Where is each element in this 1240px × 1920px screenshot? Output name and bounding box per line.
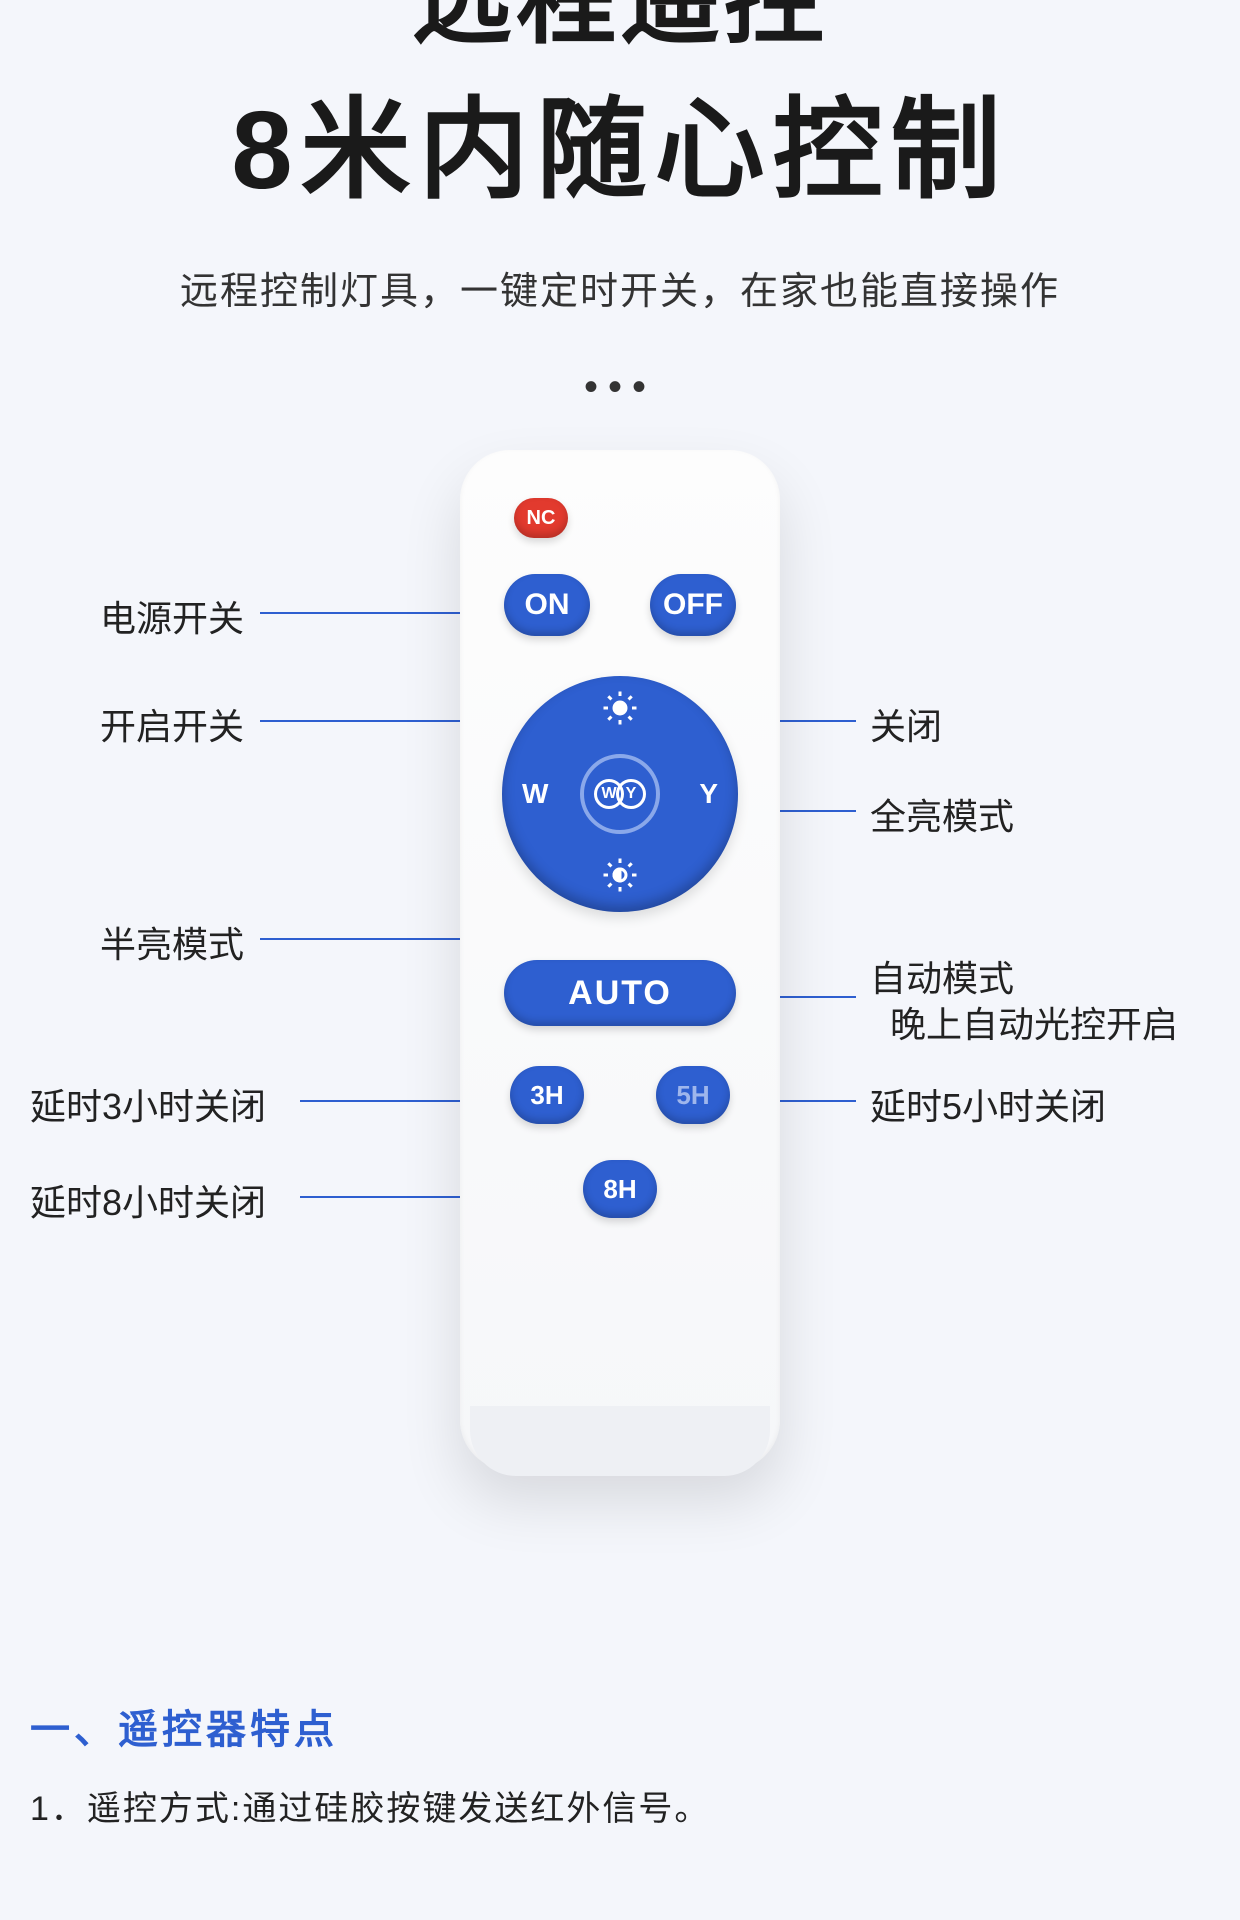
subtitle: 远程控制灯具，一键定时开关，在家也能直接操作 <box>0 260 1240 315</box>
w-button[interactable]: W <box>522 778 548 810</box>
timer-3h-button[interactable]: 3H <box>510 1066 584 1124</box>
wy-icon-y: Y <box>616 779 646 809</box>
off-button[interactable]: OFF <box>650 574 736 636</box>
callout-open: 开启开关 <box>100 698 244 750</box>
title-main: 8米内随心控制 <box>0 60 1240 220</box>
callout-half: 半亮模式 <box>100 916 244 968</box>
callout-power: 电源开关 <box>100 590 244 642</box>
callout-delay5: 延时5小时关闭 <box>870 1078 1106 1130</box>
callout-delay8: 延时8小时关闭 <box>30 1174 266 1226</box>
callout-delay3: 延时3小时关闭 <box>30 1078 266 1130</box>
footer-section: 一、遥控器特点 1．遥控方式:通过硅胶按键发送红外信号。 <box>30 1697 710 1830</box>
timer-5h-button[interactable]: 5H <box>656 1066 730 1124</box>
dots-divider: ••• <box>0 365 1240 410</box>
callout-close: 关闭 <box>870 698 942 750</box>
auto-button[interactable]: AUTO <box>504 960 736 1026</box>
leader-line <box>260 938 490 940</box>
footer-line-1: 1．遥控方式:通过硅胶按键发送红外信号。 <box>30 1781 710 1830</box>
wy-center-button[interactable]: W Y <box>580 754 660 834</box>
on-button[interactable]: ON <box>504 574 590 636</box>
remote-control: NC ON OFF W Y W Y <box>460 450 780 1470</box>
leader-line <box>260 720 490 722</box>
callout-auto2: 晚上自动光控开启 <box>890 996 1178 1048</box>
callout-full: 全亮模式 <box>870 788 1014 840</box>
title-partial: 远程遥控 <box>0 0 1240 50</box>
brightness-up-icon[interactable] <box>602 690 638 731</box>
dpad: W Y W Y <box>502 676 738 912</box>
callout-auto1: 自动模式 <box>870 950 1014 1002</box>
footer-heading: 一、遥控器特点 <box>30 1697 710 1755</box>
timer-8h-button[interactable]: 8H <box>583 1160 657 1218</box>
header: 远程遥控 8米内随心控制 远程控制灯具，一键定时开关，在家也能直接操作 ••• <box>0 0 1240 410</box>
wy-icon: W Y <box>598 779 642 809</box>
brightness-down-icon[interactable] <box>602 857 638 898</box>
y-button[interactable]: Y <box>699 778 718 810</box>
nc-button[interactable]: NC <box>514 498 568 538</box>
